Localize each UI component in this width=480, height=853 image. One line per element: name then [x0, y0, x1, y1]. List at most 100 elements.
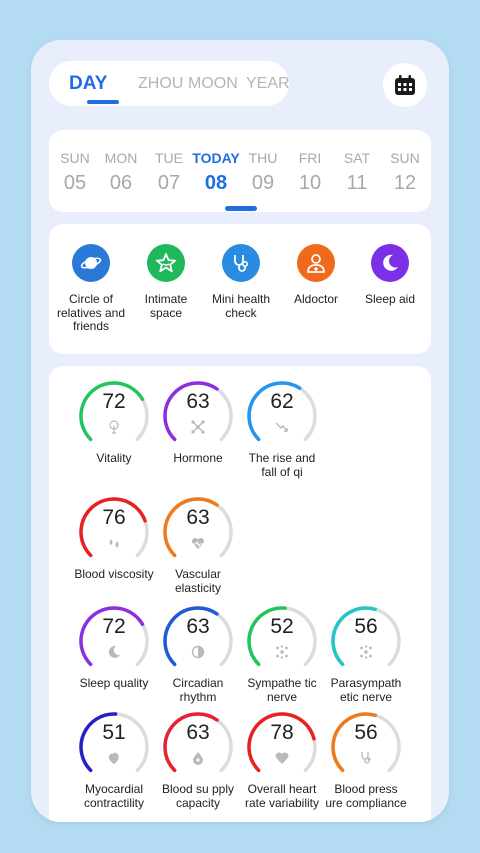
star-icon	[147, 244, 185, 282]
metric-gauge[interactable]: 63 Circadian rhythm	[156, 601, 240, 704]
day-2[interactable]: TUE 07	[144, 150, 194, 195]
day-weekday: FRI	[298, 150, 322, 166]
week-selector: SUN 05 MON 06 TUE 07 TODAY 08 THU 09 FRI 10 SAT 11 SUN…	[49, 130, 431, 212]
gauge-ring	[163, 712, 233, 773]
service-label: Aldoctor	[293, 292, 339, 306]
day-weekday: TODAY	[192, 150, 240, 166]
nerve-icon	[359, 645, 373, 659]
molecule-icon	[191, 420, 205, 434]
service-doctor[interactable]: Aldoctor	[279, 244, 353, 307]
metric-gauge[interactable]: 63 Hormone	[156, 376, 240, 466]
heart-pulse-icon	[191, 536, 205, 550]
metric-gauge[interactable]: 76 Blood viscosity	[72, 492, 156, 582]
heart-organ-icon	[107, 751, 121, 765]
day-weekday: MON	[104, 150, 138, 166]
service-planet[interactable]: Circle of relatives and friends	[54, 244, 128, 334]
gauge-ring	[247, 381, 317, 442]
tab-week[interactable]: ZHOU	[138, 75, 184, 92]
selected-day-indicator	[225, 206, 257, 211]
day-date: 09	[251, 172, 275, 194]
metric-value: 63	[186, 390, 210, 413]
day-3[interactable]: TODAY 08	[191, 150, 241, 195]
gauge-ring	[247, 712, 317, 773]
planet-icon	[72, 244, 110, 282]
app-screen: DAY ZHOU MOON YEAR SUN 05 MON 06 TUE 07 TODAY 0…	[31, 40, 449, 822]
day-6[interactable]: SAT 11	[332, 150, 382, 195]
metric-label: Circadian rhythm	[172, 676, 224, 704]
gauge-ring	[331, 606, 401, 667]
tab-month[interactable]: MOON	[188, 75, 238, 92]
moon-icon	[107, 645, 121, 659]
blood-drop-icon	[191, 751, 205, 765]
gauge-ring	[79, 712, 149, 773]
day-weekday: SAT	[343, 150, 371, 166]
day-date: 11	[346, 172, 368, 194]
metric-gauge[interactable]: 62 The rise and fall of qi	[240, 376, 324, 479]
gauge-ring	[163, 381, 233, 442]
day-weekday: SUN	[60, 150, 90, 166]
metric-gauge[interactable]: 56 Parasympath etic nerve	[324, 601, 408, 704]
day-date: 10	[298, 172, 322, 194]
calendar-icon	[395, 75, 415, 95]
day-date: 06	[109, 172, 133, 194]
day-7[interactable]: SUN 12	[380, 150, 430, 195]
service-star[interactable]: Intimate space	[129, 244, 203, 320]
metric-value: 51	[102, 721, 126, 744]
services-panel: Circle of relatives and friends Intimate …	[49, 224, 431, 354]
service-moon[interactable]: Sleep aid	[353, 244, 427, 307]
day-4[interactable]: THU 09	[238, 150, 288, 195]
service-stethoscope[interactable]: Mini health check	[204, 244, 278, 320]
metric-gauge[interactable]: 52 Sympathe tic nerve	[240, 601, 324, 704]
gauge-ring	[79, 497, 149, 558]
day-date: 05	[63, 172, 87, 194]
service-label: Sleep aid	[364, 292, 416, 306]
trend-icon	[275, 420, 289, 434]
metric-gauge[interactable]: 78 Overall heart rate variability	[240, 707, 324, 810]
stethoscope-icon	[359, 751, 373, 765]
metric-value: 72	[102, 615, 126, 638]
service-label: Mini health check	[211, 292, 271, 320]
day-5[interactable]: FRI 10	[285, 150, 335, 195]
metric-gauge[interactable]: 51 Myocardial contractility	[72, 707, 156, 810]
metric-gauge[interactable]: 72 Vitality	[72, 376, 156, 466]
day-weekday: TUE	[155, 150, 183, 166]
metric-gauge[interactable]: 63 Blood su pply capacity	[156, 707, 240, 810]
metric-label: Blood press ure compliance	[325, 782, 407, 810]
metric-value: 72	[102, 390, 126, 413]
metric-label: Vitality	[96, 451, 132, 465]
metric-gauge[interactable]: 72 Sleep quality	[72, 601, 156, 691]
metric-value: 63	[186, 615, 210, 638]
metric-value: 56	[354, 721, 378, 744]
period-tab-bar: DAY ZHOU MOON YEAR	[49, 61, 290, 106]
metric-value: 52	[270, 615, 294, 638]
gauge-ring	[331, 712, 401, 773]
moon-icon	[371, 244, 409, 282]
metric-value: 62	[270, 390, 294, 413]
gauge-ring	[163, 497, 233, 558]
gauge-ring	[247, 606, 317, 667]
day-weekday: THU	[248, 150, 278, 166]
gauge-ring	[163, 606, 233, 667]
day-0[interactable]: SUN 05	[50, 150, 100, 195]
tab-year[interactable]: YEAR	[246, 75, 290, 92]
gauge-ring	[79, 381, 149, 442]
heart-icon	[275, 751, 289, 765]
metric-label: Hormone	[173, 451, 223, 465]
day-date: 07	[157, 172, 181, 194]
calendar-button[interactable]	[383, 63, 427, 107]
metric-label: Blood viscosity	[74, 567, 154, 581]
metric-label: The rise and fall of qi	[248, 451, 316, 479]
tab-day[interactable]: DAY	[69, 73, 108, 94]
doctor-icon	[297, 244, 335, 282]
metric-value: 63	[186, 506, 210, 529]
metric-gauge[interactable]: 56 Blood press ure compliance	[324, 707, 408, 810]
half-circle-icon	[191, 645, 205, 659]
nerve-icon	[275, 645, 289, 659]
day-1[interactable]: MON 06	[96, 150, 146, 195]
day-date: 08	[204, 172, 228, 194]
metric-gauge[interactable]: 63 Vascular elasticity	[156, 492, 240, 595]
metric-label: Blood su pply capacity	[161, 782, 235, 810]
metric-label: Sympathe tic nerve	[247, 676, 317, 704]
metric-value: 56	[354, 615, 378, 638]
stethoscope-icon	[222, 244, 260, 282]
